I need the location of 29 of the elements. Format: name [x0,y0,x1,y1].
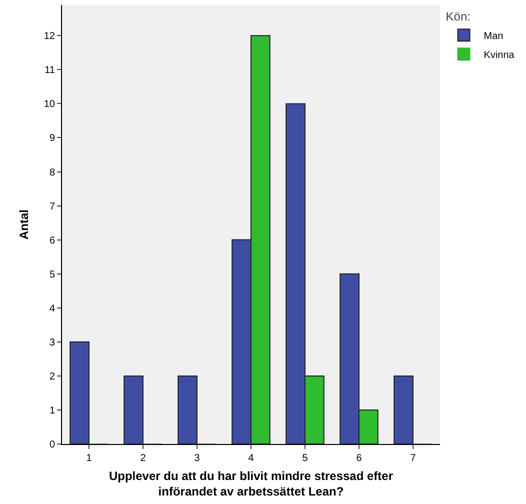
x-tick-label: 3 [194,453,200,464]
y-tick-label: 1 [49,405,56,416]
y-tick-label: 2 [49,371,56,382]
y-tick-label: 5 [49,269,56,280]
legend-label: Kvinna [484,50,515,61]
legend-label: Man [484,31,504,42]
y-tick-label: 12 [44,31,56,42]
legend-title: Kön: [446,10,470,24]
bar [70,341,90,444]
x-tick-label: 6 [356,453,362,464]
y-tick-label: 10 [44,99,56,110]
y-tick-label: 4 [49,303,56,314]
x-tick-label: 4 [248,453,254,464]
bar [178,375,198,444]
x-tick-label: 2 [140,453,146,464]
x-axis-title: Upplever du att du har blivit mindre stressad efter införandet av arbetssättet Lean? [108,468,394,498]
y-tick-label: 6 [49,235,56,246]
bar [124,375,144,444]
y-axis-title: Antal [17,210,31,240]
x-tick-label: 7 [410,453,416,464]
y-tick-label: 9 [49,133,56,144]
x-tick-label: 1 [86,453,92,464]
y-tick-label: 8 [49,167,56,178]
bar [394,375,414,444]
y-tick-label: 11 [44,65,56,76]
y-tick-label: 0 [49,440,56,450]
x-tick-label: 5 [302,453,308,464]
y-tick-label: 3 [49,337,56,348]
y-tick-label: 7 [49,201,56,212]
